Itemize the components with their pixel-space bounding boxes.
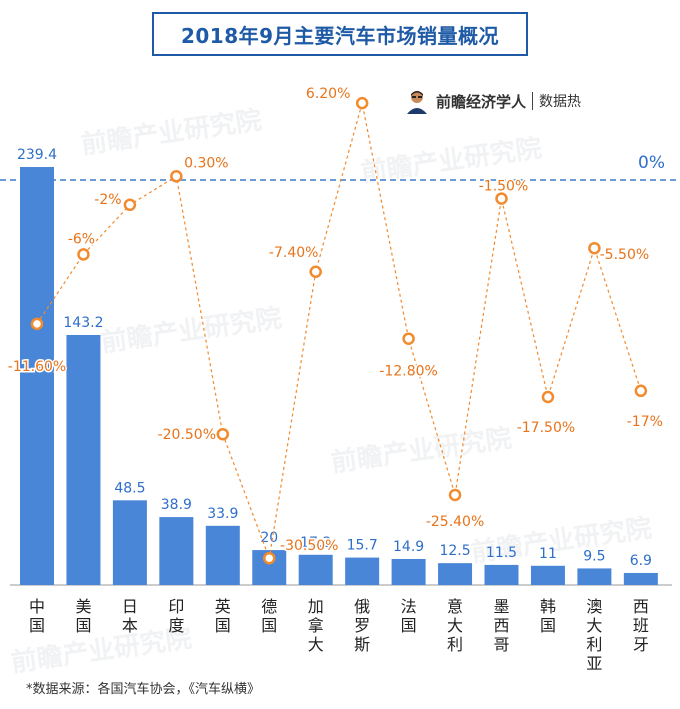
- bar: [623, 572, 658, 585]
- growth-rate-point: [309, 265, 322, 279]
- chart-title: 2018年9月主要汽车市场销量概况: [180, 23, 500, 48]
- category-tick-label: 西班牙: [633, 597, 649, 654]
- bar: [298, 554, 333, 585]
- bar: [20, 167, 54, 585]
- growth-rate-label: -11.60%: [8, 359, 66, 375]
- bar: [577, 568, 612, 585]
- growth-rate-label: 6.20%: [306, 86, 350, 102]
- growth-rate-label: -25.40%: [426, 514, 484, 530]
- growth-rate-point: [448, 488, 462, 502]
- bar-value-label: 11: [539, 546, 557, 562]
- category-tick-label: 墨西哥: [493, 597, 509, 654]
- growth-rate-label: -30.50%: [280, 538, 338, 554]
- growth-rate-point: [541, 390, 555, 404]
- growth-rate-label: 0.30%: [184, 155, 228, 171]
- growth-rate-label: -17.50%: [517, 420, 575, 436]
- bar: [391, 558, 426, 585]
- growth-rate-label: -7.40%: [269, 245, 319, 261]
- bar: [530, 565, 565, 585]
- growth-rate-label: -20.50%: [158, 427, 216, 443]
- person-thinking-icon: [407, 91, 427, 114]
- growth-rate-point: [77, 248, 90, 261]
- category-tick-label: 印度: [168, 597, 184, 635]
- growth-rate-point: [495, 192, 508, 205]
- brand-block: 前瞻经济学人 数据热: [404, 88, 581, 114]
- growth-rate-point: [216, 427, 230, 441]
- brand-name: 前瞻经济学人: [436, 92, 527, 111]
- category-tick-label: 澳大利亚: [586, 597, 602, 673]
- growth-rate-point: [634, 384, 648, 398]
- growth-rate-point: [402, 332, 415, 345]
- growth-rate-point: [123, 198, 137, 212]
- bar-value-label: 239.4: [17, 147, 57, 163]
- bar-value-label: 9.5: [583, 548, 605, 564]
- bar: [345, 557, 380, 585]
- brand-subtitle: 数据热: [539, 94, 582, 110]
- category-tick-label: 德国: [261, 597, 277, 635]
- growth-rate-label: -6%: [68, 231, 95, 247]
- growth-rate-point: [355, 96, 369, 110]
- bar-value-label: 14.9: [393, 539, 424, 555]
- bar-value-label: 6.9: [630, 553, 652, 569]
- zero-reference-label: 0%: [638, 153, 665, 173]
- category-tick-label: 意大利: [447, 597, 463, 654]
- bar: [159, 517, 194, 585]
- category-tick-label: 美国: [75, 597, 91, 635]
- category-tick-label: 加拿大: [308, 597, 324, 654]
- growth-rate-label: -1.50%: [479, 179, 529, 195]
- growth-rate-point: [588, 241, 601, 255]
- bar-value-label: 48.5: [114, 480, 145, 496]
- growth-rate-point: [263, 551, 276, 565]
- bar-value-label: 20: [260, 530, 278, 546]
- growth-rate-label: -2%: [94, 192, 121, 208]
- growth-rate-point: [30, 317, 44, 331]
- category-tick-label: 法国: [401, 597, 417, 635]
- category-tick-label: 日本: [122, 597, 138, 635]
- growth-rate-label: -5.50%: [600, 247, 650, 263]
- bar-value-label: 15.7: [347, 538, 378, 554]
- bar-value-label: 17.3: [300, 535, 331, 551]
- bar: [484, 564, 519, 585]
- brand-separator: [532, 92, 534, 110]
- growth-rate-label: -17%: [627, 414, 663, 430]
- bar: [66, 334, 101, 585]
- category-tick-label: 中国: [29, 597, 45, 635]
- bar: [112, 500, 147, 585]
- category-tick-label: 俄罗斯: [354, 597, 370, 654]
- category-tick-label: 英国: [215, 597, 231, 635]
- growth-rate-line: [36, 102, 642, 561]
- bar-value-label: 11.5: [486, 545, 517, 561]
- growth-rate-point: [170, 170, 183, 183]
- bar-value-label: 33.9: [207, 506, 238, 522]
- bar: [438, 563, 473, 585]
- bar-value-label: 12.5: [439, 543, 470, 559]
- chart-title-box: 2018年9月主要汽车市场销量概况: [152, 12, 528, 56]
- data-source-note: *数据来源：各国汽车协会，《汽车纵横》: [26, 682, 261, 697]
- growth-rate-label: -12.80%: [379, 364, 437, 380]
- bar: [205, 525, 240, 585]
- bar-value-label: 38.9: [161, 497, 192, 513]
- bar-value-label: 143.2: [63, 315, 103, 331]
- category-tick-label: 韩国: [540, 597, 556, 635]
